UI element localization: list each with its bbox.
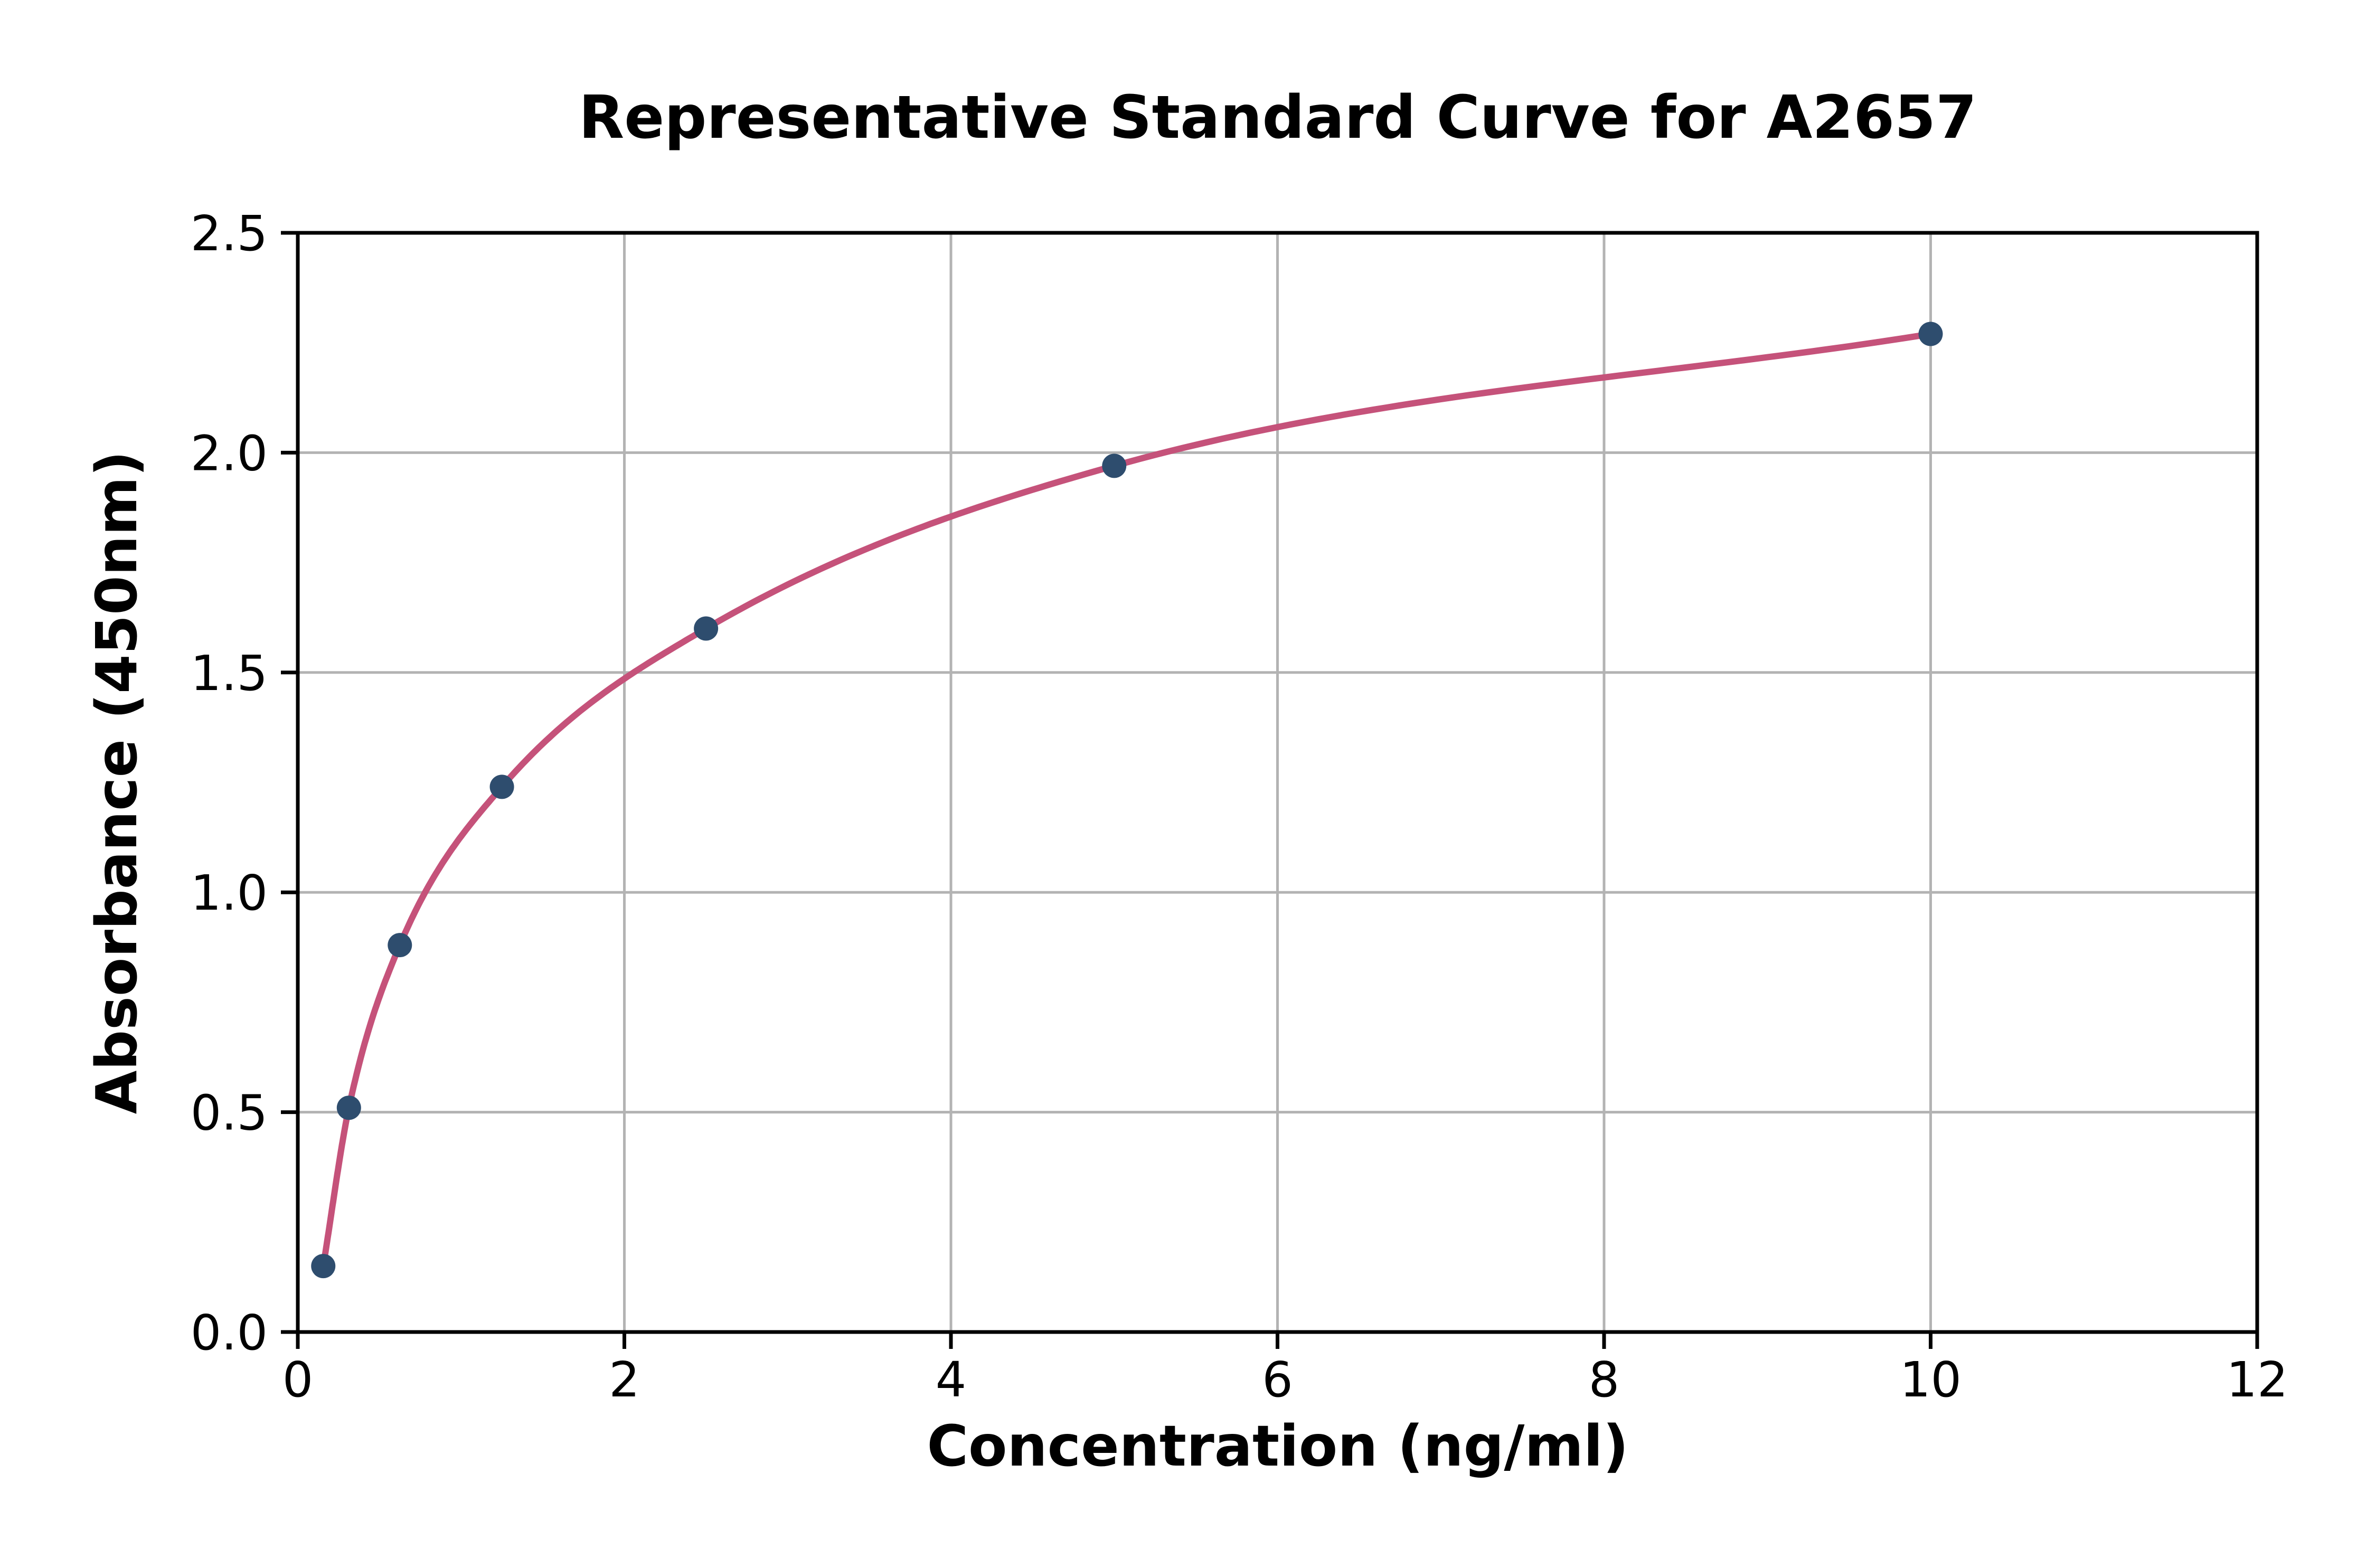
data-point-0.625 — [388, 933, 412, 958]
data-point-2.5 — [694, 616, 719, 641]
data-point-10 — [1918, 322, 1943, 346]
chart-title: Representative Standard Curve for A2657 — [578, 83, 1977, 152]
y-tick-label-0: 0.0 — [191, 1305, 268, 1361]
data-point-0.156 — [311, 1254, 336, 1279]
x-tick-label-4: 4 — [936, 1352, 967, 1408]
x-tick-label-8: 8 — [1589, 1352, 1620, 1408]
y-tick-label-1.5: 1.5 — [191, 645, 268, 702]
x-tick-label-0: 0 — [282, 1352, 314, 1408]
x-tick-label-6: 6 — [1262, 1352, 1293, 1408]
y-tick-label-2.5: 2.5 — [191, 205, 268, 262]
x-axis-label: Concentration (ng/ml) — [927, 1414, 1629, 1479]
fit-curve — [320, 330, 1934, 1270]
y-tick-label-1: 1.0 — [191, 865, 268, 921]
x-tick-label-12: 12 — [2226, 1352, 2288, 1408]
x-tick-label-2: 2 — [609, 1352, 640, 1408]
x-tick-label-10: 10 — [1900, 1352, 1962, 1408]
data-point-5 — [1102, 454, 1127, 478]
data-point-0.313 — [336, 1095, 361, 1120]
y-tick-label-0.5: 0.5 — [191, 1085, 268, 1141]
y-tick-label-2: 2.0 — [191, 425, 268, 481]
data-point-1.25 — [489, 774, 514, 799]
